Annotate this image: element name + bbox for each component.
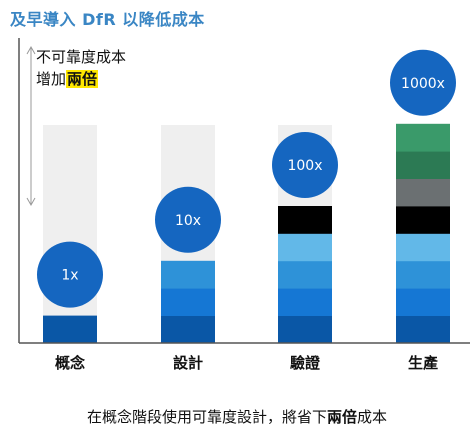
multiplier-bubble-3: [272, 132, 338, 198]
multiplier-label-1: 1x: [61, 268, 78, 284]
bar-3-segment-3: [278, 260, 332, 289]
cost-note: 不可靠度成本 增加兩倍: [36, 46, 126, 90]
note-line-2-prefix: 增加: [36, 70, 67, 88]
multiplier-label-3: 100x: [287, 158, 322, 174]
note-line-1: 不可靠度成本: [36, 48, 127, 66]
cost-range-arrow-icon: [26, 45, 36, 207]
bar-3-segment-5: [278, 206, 332, 234]
bar-3-segment-1: [278, 315, 332, 344]
bar-4-segment-6: [396, 178, 450, 207]
caption-suffix: 成本: [357, 408, 388, 426]
bar-1-segment-1: [43, 315, 97, 344]
bar-4-segment-8: [396, 123, 450, 152]
bar-4-segment-7: [396, 151, 450, 179]
multiplier-label-2: 10x: [175, 213, 201, 229]
category-label-4: 生產: [408, 354, 438, 372]
category-label-1: 概念: [55, 354, 85, 372]
multiplier-bubble-1: [37, 241, 103, 308]
bar-track-1: [43, 125, 97, 343]
note-highlight: 兩倍: [66, 70, 99, 88]
caption-prefix: 在概念階段使用可靠度設計，將省下: [86, 408, 327, 426]
bar-4-segment-2: [396, 288, 450, 316]
note-line-2: 增加兩倍: [36, 68, 126, 90]
multiplier-label-4: 1000x: [401, 76, 445, 92]
category-label-2: 設計: [173, 354, 203, 372]
bar-2-segment-1: [161, 315, 215, 344]
bar-2-segment-2: [161, 288, 215, 316]
multiplier-bubble-2: [155, 186, 221, 253]
bar-4-segment-1: [396, 315, 450, 344]
bar-3-segment-2: [278, 288, 332, 316]
caption-bold: 兩倍: [326, 408, 357, 426]
bar-2-segment-3: [161, 260, 215, 289]
bar-4-segment-3: [396, 260, 450, 289]
bar-3-segment-4: [278, 233, 332, 262]
bar-4-segment-4: [396, 233, 450, 262]
multiplier-bubble-4: [390, 49, 456, 116]
category-label-3: 驗證: [290, 354, 321, 372]
page-title: 及早導入 DfR 以降低成本: [10, 10, 205, 29]
caption: 在概念階段使用可靠度設計，將省下兩倍成本: [0, 406, 474, 427]
bar-4-segment-5: [396, 206, 450, 234]
